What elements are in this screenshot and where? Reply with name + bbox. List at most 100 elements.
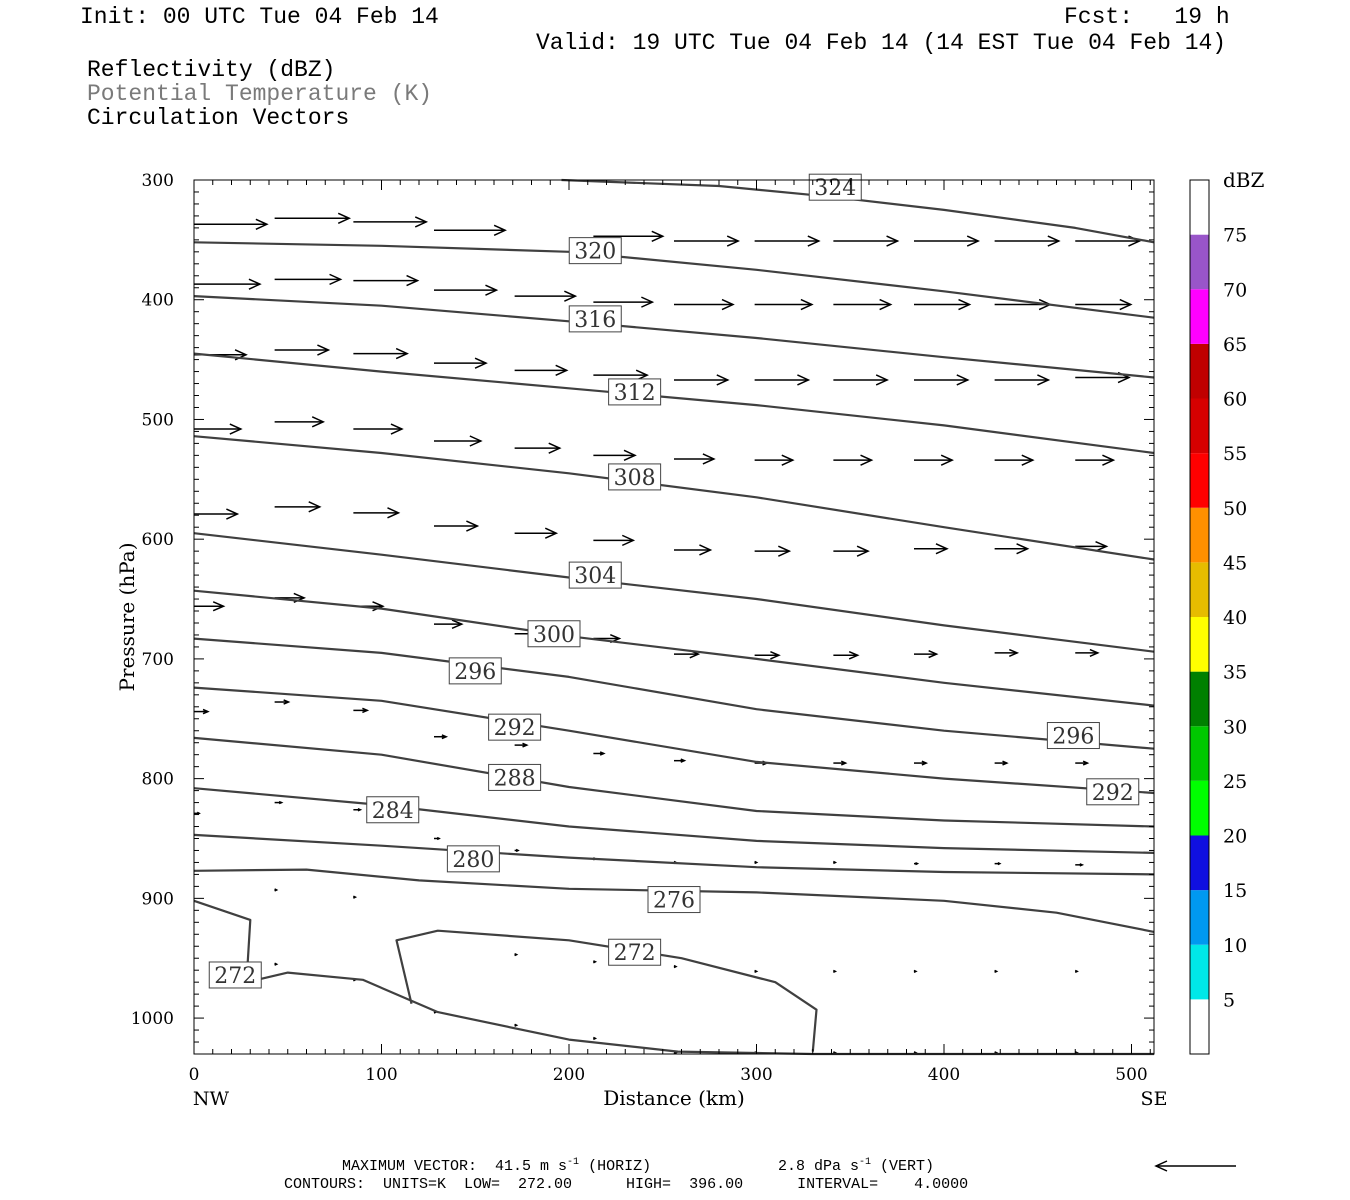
circulation-vector bbox=[914, 374, 970, 386]
contour-label-layer: 3243203163123083043002962922882842802762… bbox=[208, 173, 1140, 989]
field-label-reflectivity: Reflectivity (dBZ) bbox=[87, 57, 336, 83]
circulation-vector bbox=[274, 962, 279, 966]
init-time: Init: 00 UTC Tue 04 Feb 14 bbox=[80, 4, 439, 30]
circulation-vector bbox=[514, 442, 562, 454]
y-tick-label: 1000 bbox=[131, 1009, 174, 1029]
max-vector-horiz: MAXIMUM VECTOR: 41.5 m s bbox=[342, 1158, 568, 1175]
circulation-vector bbox=[674, 374, 730, 386]
circulation-vector bbox=[994, 969, 999, 974]
circulation-vector bbox=[754, 374, 811, 386]
circulation-vector bbox=[353, 808, 363, 812]
colorbar-tick-label: 55 bbox=[1223, 443, 1247, 465]
contour-label-300: 300 bbox=[533, 623, 575, 648]
circulation-vector bbox=[833, 860, 838, 865]
isentrope-272 bbox=[395, 929, 818, 1052]
isentrope-layer bbox=[193, 178, 1155, 1056]
circulation-vector bbox=[914, 861, 920, 866]
colorbar-bin bbox=[1190, 944, 1209, 1000]
circulation-vector bbox=[194, 508, 240, 520]
colorbar-bin bbox=[1190, 890, 1209, 945]
contour-label-296: 296 bbox=[454, 660, 496, 685]
contour-label-box bbox=[488, 713, 542, 741]
circulation-vector bbox=[914, 298, 972, 311]
isentrope-292 bbox=[193, 686, 1155, 795]
circulation-vector bbox=[593, 449, 637, 462]
contour-label-284: 284 bbox=[372, 799, 414, 824]
isentrope-296 bbox=[193, 637, 1155, 750]
x-tick-label: 0 bbox=[189, 1065, 200, 1085]
circulation-vector bbox=[914, 454, 954, 466]
circulation-vector bbox=[353, 347, 409, 360]
circulation-vector bbox=[194, 601, 226, 612]
circulation-vector bbox=[434, 734, 449, 740]
circulation-vector bbox=[194, 811, 201, 816]
circulation-vector bbox=[274, 888, 279, 892]
circulation-vector bbox=[353, 423, 404, 435]
valid-time: Valid: 19 UTC Tue 04 Feb 14 (14 EST Tue … bbox=[536, 30, 1227, 56]
contour-label-box bbox=[1046, 722, 1100, 750]
y-tick-label: 400 bbox=[142, 291, 174, 311]
contour-label-box bbox=[647, 886, 701, 914]
circulation-vector bbox=[994, 543, 1030, 555]
circulation-vector bbox=[1074, 969, 1079, 974]
circulation-vector bbox=[994, 374, 1051, 386]
isentrope-284 bbox=[193, 787, 1155, 854]
isentrope-288 bbox=[193, 736, 1155, 828]
circulation-vector bbox=[754, 235, 821, 247]
circulation-vector bbox=[593, 1036, 598, 1041]
plot-frame bbox=[193, 179, 1155, 1055]
contour-label-304: 304 bbox=[574, 564, 616, 589]
contour-label-308: 308 bbox=[614, 466, 656, 491]
circulation-vector bbox=[593, 960, 598, 964]
colorbar-bin bbox=[1190, 562, 1209, 617]
circulation-vector bbox=[833, 374, 889, 386]
circulation-vector bbox=[1075, 760, 1090, 766]
circulation-vector bbox=[833, 545, 870, 557]
colorbar-tick-label: 25 bbox=[1223, 771, 1247, 793]
circulation-vector bbox=[674, 544, 713, 556]
circulation-vector bbox=[514, 527, 559, 539]
y-tick-label: 800 bbox=[142, 770, 174, 790]
circulation-vector bbox=[274, 344, 331, 356]
max-vector-horiz-label: (HORIZ) bbox=[579, 1158, 652, 1175]
contour-label-box bbox=[608, 463, 662, 491]
circulation-vector bbox=[514, 952, 519, 957]
contours-info: CONTOURS: UNITS=K LOW= 272.00 HIGH= 396.… bbox=[284, 1176, 969, 1193]
circulation-vector bbox=[353, 895, 358, 899]
colorbar-bin bbox=[1190, 671, 1209, 727]
contour-label-272: 272 bbox=[614, 941, 656, 966]
max-vector-text: MAXIMUM VECTOR: 41.5 m s-1 (HORIZ) bbox=[342, 1157, 651, 1175]
x-end-label-nw: NW bbox=[193, 1088, 230, 1110]
y-tick-label: 900 bbox=[142, 889, 174, 909]
x-end-label-se: SE bbox=[1141, 1088, 1168, 1110]
circulation-vector bbox=[353, 216, 429, 228]
contour-label-box bbox=[366, 796, 420, 824]
circulation-vector bbox=[994, 760, 1009, 766]
circulation-vector bbox=[434, 435, 483, 447]
circulation-vector bbox=[673, 964, 678, 969]
colorbar-bin bbox=[1190, 343, 1209, 399]
colorbar-bin bbox=[1190, 453, 1209, 508]
x-tick-label: 500 bbox=[1115, 1065, 1147, 1085]
y-tick-label: 600 bbox=[142, 530, 174, 550]
contour-label-box bbox=[448, 657, 502, 685]
contour-label-box bbox=[568, 305, 622, 333]
circulation-vector bbox=[1075, 540, 1109, 552]
circulation-vector bbox=[1075, 648, 1100, 657]
colorbar-border bbox=[1189, 179, 1210, 1055]
colorbar-bin bbox=[1190, 180, 1209, 235]
circulation-vector bbox=[194, 423, 243, 435]
contour-label-box bbox=[527, 620, 581, 648]
circulation-vector bbox=[674, 758, 687, 763]
isentrope-312 bbox=[193, 352, 1155, 455]
circulation-vector bbox=[434, 224, 507, 236]
colorbar-bin bbox=[1190, 726, 1209, 781]
y-tick-label: 300 bbox=[142, 171, 174, 191]
circulation-vector bbox=[274, 800, 284, 805]
circulation-vector bbox=[274, 501, 322, 513]
circulation-vector bbox=[194, 218, 269, 230]
contour-label-box bbox=[608, 938, 662, 966]
colorbar-unit-label: dBZ bbox=[1223, 168, 1265, 192]
colorbar-tick-label: 35 bbox=[1223, 662, 1247, 684]
circulation-vector bbox=[434, 836, 441, 841]
